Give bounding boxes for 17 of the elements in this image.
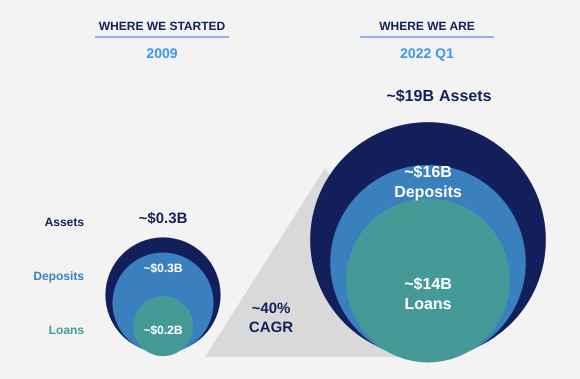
data-label: ~$0.3B <box>143 261 183 275</box>
category-label: 2022 Q1 <box>400 45 454 61</box>
data-label: ~$16B <box>404 164 452 181</box>
data-label: ~$0.2B <box>143 323 183 337</box>
series-label: Deposits <box>394 184 462 201</box>
data-label: ~$14B <box>404 276 452 293</box>
data-label: ~$0.3B <box>138 210 188 227</box>
text: WHERE WE STARTED <box>98 19 226 33</box>
text: Assets <box>439 88 492 105</box>
text: ~40% CAGR <box>248 300 294 336</box>
category-label: 2009 <box>146 45 178 61</box>
text: Deposits <box>33 269 84 283</box>
text: Loans <box>48 323 84 337</box>
text: WHERE WE ARE <box>379 19 475 33</box>
series-label: Loans <box>404 296 452 313</box>
legend-label: Assets <box>44 215 84 229</box>
data-label: ~$19B <box>386 88 434 105</box>
